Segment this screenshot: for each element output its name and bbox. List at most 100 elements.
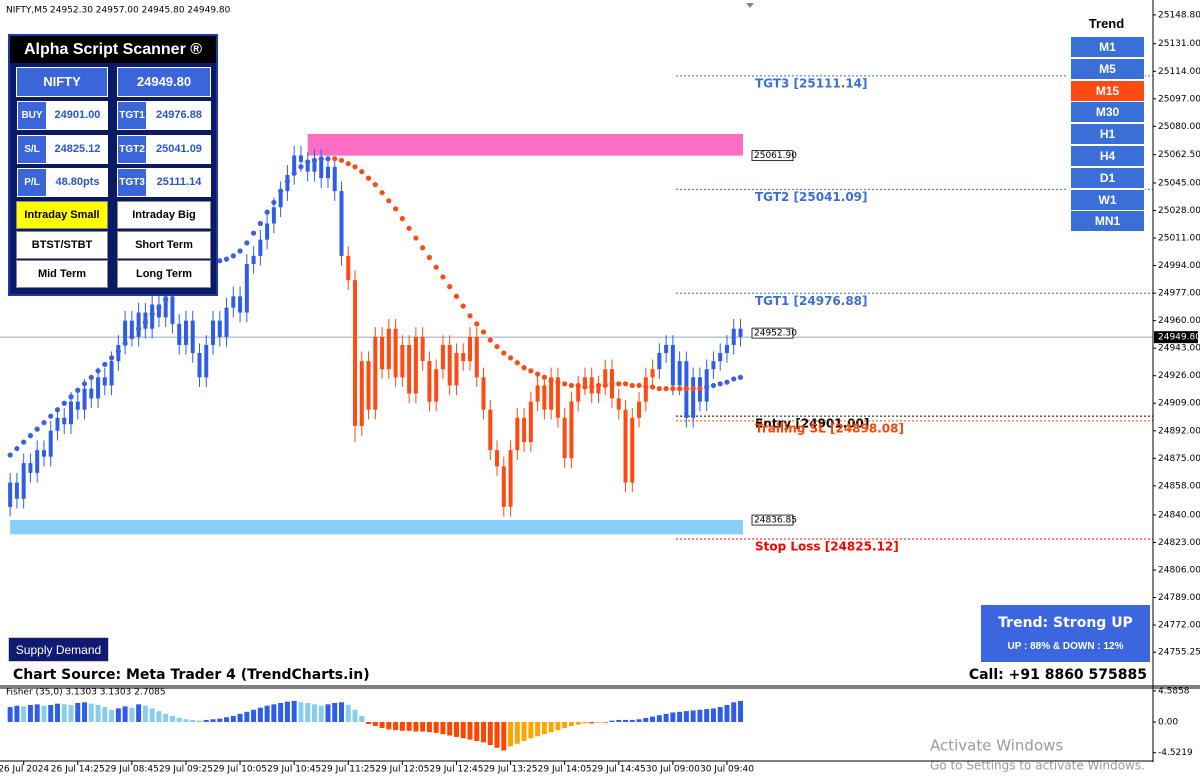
trend-dot xyxy=(724,379,730,385)
trend-dot xyxy=(115,348,121,355)
fisher-bar xyxy=(284,701,290,722)
mode-button[interactable]: Mid Term xyxy=(16,260,108,288)
fisher-bar xyxy=(514,721,520,744)
trend-dot xyxy=(663,386,669,392)
timeframe-button[interactable]: M15 xyxy=(1071,80,1144,101)
fisher-bar xyxy=(75,702,81,722)
candle-body xyxy=(69,401,74,425)
fisher-bar xyxy=(61,704,67,722)
candle-body xyxy=(332,166,337,192)
fisher-bar xyxy=(453,721,459,737)
fisher-bar xyxy=(169,715,175,722)
zone-tag-box xyxy=(751,150,794,162)
trend-dot xyxy=(535,371,541,377)
fisher-bar xyxy=(190,719,196,722)
watermark-title: Activate Windows xyxy=(930,737,1063,755)
contact: Call: +91 8860 575885 xyxy=(969,667,1147,683)
zone-tag-box xyxy=(751,514,794,526)
y-tick-label: 4.5858 xyxy=(1158,686,1190,696)
candle-body xyxy=(89,388,94,399)
trend-dot xyxy=(230,253,236,259)
trend-dot xyxy=(433,264,439,270)
candle-body xyxy=(738,328,743,337)
x-tick-label: 29 Jul 13:25 xyxy=(484,765,538,775)
candle-body xyxy=(481,377,486,410)
fisher-bar xyxy=(487,721,493,746)
mode-button[interactable]: BTST/STBT xyxy=(16,231,108,259)
symbol-button[interactable]: NIFTY xyxy=(16,67,108,97)
candle-body xyxy=(136,312,141,337)
row-label: S/L xyxy=(17,135,47,164)
trend-dot xyxy=(453,293,460,299)
trend-dot xyxy=(237,248,243,254)
y-tick-label: 25148.80 xyxy=(1158,10,1200,20)
trend-dot xyxy=(223,256,230,262)
candle-body xyxy=(393,328,398,378)
timeframe-button[interactable]: D1 xyxy=(1071,167,1144,188)
y-tick-label: 24960.00 xyxy=(1158,316,1200,326)
trend-dot xyxy=(163,296,169,303)
last-price: 24949.80 xyxy=(1158,333,1200,343)
candle-body xyxy=(346,255,351,281)
fisher-bar xyxy=(548,721,554,733)
trend-dot xyxy=(501,350,507,356)
fisher-bar xyxy=(440,721,446,735)
fisher-bar xyxy=(115,708,121,722)
row-value: 25041.09 xyxy=(147,135,211,164)
trend-dot xyxy=(264,209,270,215)
fisher-bar xyxy=(447,721,453,736)
candle-body xyxy=(258,239,263,256)
fisher-bar xyxy=(562,721,568,729)
y-tick-label: 0.00 xyxy=(1158,717,1178,727)
candle-body xyxy=(434,369,439,402)
fisher-bar xyxy=(372,721,378,727)
fisher-bar xyxy=(541,721,547,735)
trend-dot xyxy=(595,382,602,389)
fisher-bar xyxy=(677,711,683,722)
candle-body xyxy=(244,263,249,313)
trend-dot xyxy=(480,329,487,335)
candle-body xyxy=(271,207,276,224)
indicator-title: Fisher (35,0) 3.1303 3.1303 2.7085 xyxy=(6,688,166,698)
trend-dot xyxy=(365,175,372,181)
mode-button[interactable]: Intraday Small xyxy=(16,201,108,229)
candle-body xyxy=(522,417,527,443)
trend-dot xyxy=(622,381,629,387)
candle-body xyxy=(596,385,601,394)
fisher-bar xyxy=(474,721,480,741)
timeframe-button[interactable]: M30 xyxy=(1071,102,1144,123)
fisher-bar xyxy=(467,721,473,740)
fisher-bar xyxy=(311,704,317,722)
trend-dot xyxy=(548,377,554,384)
trend-dot xyxy=(54,407,61,413)
timeframe-button[interactable]: W1 xyxy=(1071,189,1144,210)
candle-body xyxy=(211,320,216,345)
candle-body xyxy=(515,417,520,451)
mode-button[interactable]: Short Term xyxy=(117,231,211,259)
timeframe-button[interactable]: M5 xyxy=(1071,58,1144,79)
zone xyxy=(10,520,744,535)
x-tick-label: 29 Jul 10:45 xyxy=(267,765,321,775)
fisher-bar xyxy=(731,702,737,722)
candle-body xyxy=(109,361,114,386)
row-value: 24901.00 xyxy=(47,101,108,130)
mode-button[interactable]: Long Term xyxy=(117,260,211,288)
candle-body xyxy=(555,377,560,418)
timeframe-button[interactable]: M1 xyxy=(1071,37,1144,57)
chart-source: Chart Source: Meta Trader 4 (TrendCharts… xyxy=(13,667,370,683)
mode-button[interactable]: Intraday Big xyxy=(117,201,211,229)
fisher-bar xyxy=(251,709,257,722)
candle-body xyxy=(528,401,533,443)
symbol: NIFTY,M5 xyxy=(6,6,48,16)
timeframe-button[interactable]: H1 xyxy=(1071,124,1144,145)
timeframe-button[interactable]: MN1 xyxy=(1071,211,1144,232)
level-label: TGT1 [24976.88] xyxy=(755,294,868,308)
timeframe-button[interactable]: H4 xyxy=(1071,146,1144,166)
trend-dot xyxy=(670,386,676,392)
trend-dot xyxy=(217,258,223,264)
supply-demand-button[interactable]: Supply Demand xyxy=(8,637,109,662)
candle-body xyxy=(156,304,161,318)
fisher-bar xyxy=(656,715,662,722)
candle-body xyxy=(603,369,608,386)
candle-body xyxy=(359,361,364,426)
